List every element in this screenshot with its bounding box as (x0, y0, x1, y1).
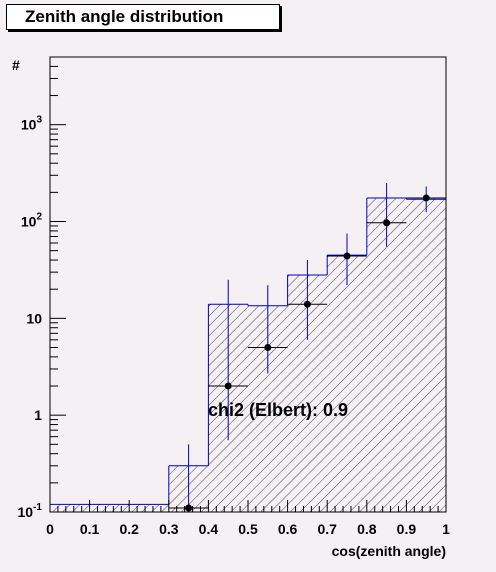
y-tick-label-4: 103 (21, 115, 43, 133)
data-point-marker (383, 219, 391, 227)
data-point-marker (224, 382, 232, 390)
data-point-marker (303, 300, 311, 308)
data-point-3 (287, 260, 328, 340)
data-point-2 (248, 285, 288, 374)
x-tick-label-3: 0.3 (159, 521, 179, 537)
axes-layer: 0 0.1 0.2 0.3 0.4 0.5 0.6 0.7 0.8 0.9 1 10-1 1 10 102 1… (18, 56, 450, 537)
x-tick-label-1: 0.1 (80, 521, 100, 537)
y-axis-title: # (12, 57, 20, 73)
x-axis-title: cos(zenith angle) (332, 543, 446, 559)
x-tick-label-4: 0.4 (199, 521, 219, 537)
x-tick-label-0: 0 (46, 521, 54, 537)
data-point-4 (327, 233, 367, 286)
chart-title: Zenith angle distribution (6, 4, 280, 30)
y-tick-label-0: 10-1 (18, 502, 43, 520)
data-points-layer (168, 182, 446, 512)
chi2-annotation: chi2 (Elbert): 0.9 (208, 400, 348, 420)
data-point-marker (264, 343, 272, 351)
x-tick-label-5: 0.5 (238, 521, 258, 537)
x-tick-label-2: 0.2 (119, 521, 139, 537)
y-tick-label-1: 1 (34, 407, 42, 423)
data-point-5 (366, 182, 407, 247)
x-tick-label-8: 0.8 (357, 521, 377, 537)
data-point-6 (406, 186, 446, 213)
data-point-marker (422, 194, 430, 202)
x-tick-label-7: 0.7 (317, 521, 337, 537)
y-tick-label-3: 102 (21, 212, 43, 230)
y-tick-label-2: 10 (26, 310, 42, 326)
x-tick-label-10: 1 (442, 521, 450, 537)
x-tick-label-6: 0.6 (278, 521, 298, 537)
data-point-marker (343, 252, 351, 260)
x-tick-label-9: 0.9 (397, 521, 417, 537)
data-point-0 (168, 444, 209, 512)
data-point-marker (185, 504, 193, 512)
data-point-1 (208, 279, 248, 441)
